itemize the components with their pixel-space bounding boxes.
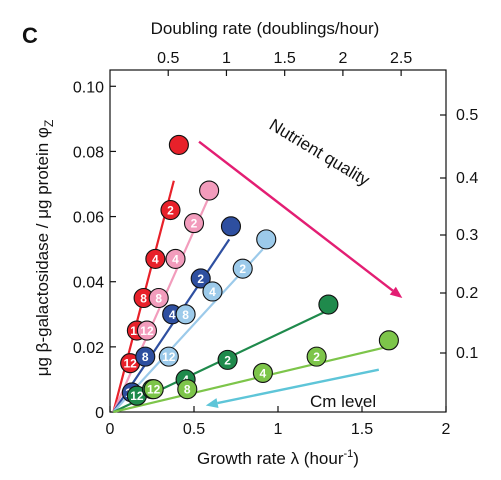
x-axis-label-sup: -1 xyxy=(344,448,354,460)
top-tick-label: 2 xyxy=(338,50,347,67)
y-axis-label-main: μg β-galactosidase / μg protein φ xyxy=(33,127,52,376)
y-tick-label: 0.10 xyxy=(73,79,104,96)
point-label: 2 xyxy=(224,353,231,367)
x-tick-label: 0 xyxy=(106,421,115,438)
x-axis-label-main: Growth rate λ (hour xyxy=(197,449,344,468)
point-label: 8 xyxy=(155,292,162,306)
point-label: 12 xyxy=(147,383,161,397)
top-tick-label: 1 xyxy=(222,50,231,67)
y-axis-label: μg β-galactosidase / μg protein φZ xyxy=(33,120,56,377)
data-point xyxy=(160,200,181,221)
x-tick-label: 1.5 xyxy=(351,421,373,438)
data-point xyxy=(232,258,253,279)
x-tick-label: 0.5 xyxy=(183,421,205,438)
cm-level-label: Cm level xyxy=(310,392,376,411)
data-point xyxy=(168,134,189,155)
point-label: 8 xyxy=(142,350,149,364)
point-label: 12 xyxy=(130,389,144,403)
y-tick-label: 0.06 xyxy=(73,210,104,227)
y-tick-label: 0.04 xyxy=(73,275,104,292)
data-point xyxy=(202,281,223,302)
data-point xyxy=(199,180,220,201)
data-point xyxy=(177,379,198,400)
point-label: 2 xyxy=(313,350,320,364)
point-label: 12 xyxy=(162,350,176,364)
y-tick-labels: 0 0.02 0.04 0.06 0.08 0.10 xyxy=(73,79,104,422)
x-tick-label: 2 xyxy=(442,421,451,438)
right-tick-label: 0.4 xyxy=(456,170,478,187)
point-label: 2 xyxy=(191,217,198,231)
axis-ticks xyxy=(109,70,447,413)
point-label: 8 xyxy=(184,383,191,397)
panel-label: C xyxy=(22,23,38,48)
point-label: 4 xyxy=(172,252,179,266)
nutrient-arrow-head xyxy=(389,286,403,298)
data-point xyxy=(158,346,179,367)
data-point xyxy=(165,248,186,269)
nutrient-arrow-shaft xyxy=(198,140,394,292)
data-point xyxy=(135,346,156,367)
top-tick-labels: 0.5 1 1.5 2 2.5 xyxy=(157,50,412,67)
cm-arrow-head xyxy=(205,398,219,408)
data-point xyxy=(136,320,158,341)
x-axis-label-close: ) xyxy=(353,449,359,468)
data-point xyxy=(252,362,273,383)
point-label: 8 xyxy=(140,292,147,306)
point-label: 4 xyxy=(260,366,267,380)
right-tick-label: 0.3 xyxy=(456,227,478,244)
x-tick-label: 1 xyxy=(274,421,283,438)
point-label: 2 xyxy=(197,272,204,286)
data-points: 12128421284212842128421284212842 xyxy=(120,134,399,406)
point-label: 12 xyxy=(140,324,154,338)
data-point xyxy=(145,248,166,269)
point-label: 4 xyxy=(169,308,176,322)
top-tick-label: 1.5 xyxy=(274,50,296,67)
top-axis-label: Doubling rate (doublings/hour) xyxy=(151,19,380,38)
y-tick-label: 0 xyxy=(95,405,104,422)
x-axis-label: Growth rate λ (hour-1) xyxy=(197,448,359,468)
data-point xyxy=(220,216,242,237)
point-label: 4 xyxy=(209,285,216,299)
point-label: 4 xyxy=(152,252,159,266)
y-tick-label: 0.02 xyxy=(73,340,104,357)
top-tick-label: 0.5 xyxy=(157,50,179,67)
right-tick-label: 0.2 xyxy=(456,285,478,302)
x-tick-labels: 0 0.5 1 1.5 2 xyxy=(106,421,451,438)
data-point xyxy=(256,229,277,250)
fit-line xyxy=(113,345,388,414)
cm-arrow-shaft xyxy=(217,368,380,405)
point-label: 8 xyxy=(182,308,189,322)
y-tick-label: 0.08 xyxy=(73,144,104,161)
nutrient-quality-label: Nutrient quality xyxy=(266,115,373,190)
data-point xyxy=(378,330,399,351)
right-tick-label: 0.5 xyxy=(456,107,478,124)
y-axis-label-sub: Z xyxy=(42,120,56,127)
data-point xyxy=(190,268,211,289)
data-point xyxy=(306,346,327,367)
data-point xyxy=(148,287,169,309)
point-label: 2 xyxy=(239,262,246,276)
top-tick-label: 2.5 xyxy=(390,50,412,67)
right-tick-label: 0.1 xyxy=(456,345,478,362)
data-point xyxy=(318,294,339,315)
data-point xyxy=(175,304,196,325)
point-label: 2 xyxy=(167,204,174,218)
right-tick-labels: 0.1 0.2 0.3 0.4 0.5 xyxy=(456,107,478,362)
data-point xyxy=(183,213,205,234)
data-point xyxy=(143,379,164,400)
data-point xyxy=(217,349,238,370)
trend-arrows xyxy=(198,140,403,408)
point-label: 12 xyxy=(123,357,137,371)
